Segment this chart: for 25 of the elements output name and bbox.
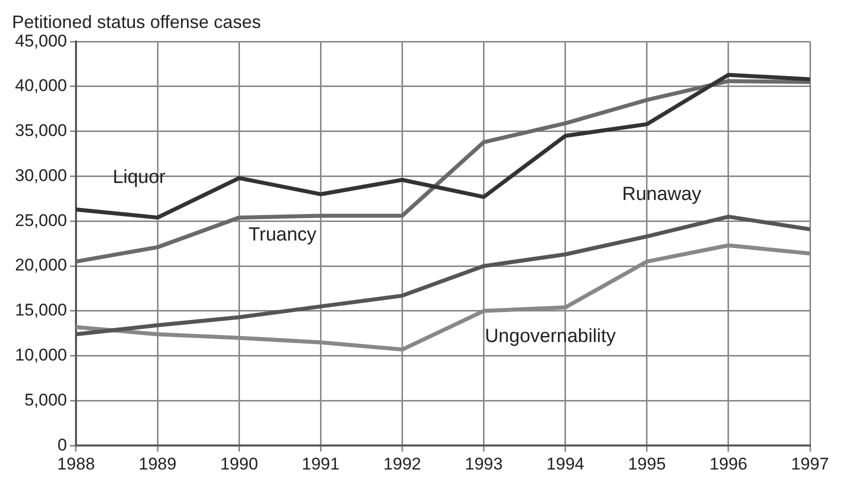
series-label: Truancy bbox=[248, 224, 317, 246]
x-tick-label: 1989 bbox=[138, 454, 176, 474]
y-tick-label: 20,000 bbox=[14, 256, 67, 275]
x-tick-label: 1996 bbox=[710, 454, 748, 474]
series-label: Runaway bbox=[622, 184, 702, 205]
y-tick-label: 25,000 bbox=[14, 210, 67, 230]
series-label: Ungovernability bbox=[484, 326, 616, 348]
x-tick-label: 1993 bbox=[464, 454, 503, 474]
y-tick-label: 0 bbox=[58, 435, 67, 454]
y-tick-label: 30,000 bbox=[14, 166, 67, 185]
y-tick-label: 10,000 bbox=[14, 346, 67, 365]
x-tick-label: 1992 bbox=[383, 454, 422, 474]
y-tick-label: 35,000 bbox=[14, 121, 67, 140]
x-tick-label: 1988 bbox=[57, 454, 95, 474]
y-tick-label: 5,000 bbox=[24, 390, 67, 410]
y-tick-label: 45,000 bbox=[14, 31, 67, 50]
x-tick-label: 1994 bbox=[546, 454, 584, 474]
x-tick-label: 1995 bbox=[628, 454, 666, 474]
y-tick-label: 15,000 bbox=[14, 300, 67, 320]
x-tick-label: 1991 bbox=[302, 454, 340, 474]
series-label: Liquor bbox=[112, 166, 166, 188]
chart-title: Petitioned status offense cases bbox=[12, 12, 261, 32]
x-tick-label: 1997 bbox=[791, 454, 829, 474]
x-tick-label: 1990 bbox=[220, 454, 258, 474]
y-tick-label: 40,000 bbox=[14, 76, 67, 96]
